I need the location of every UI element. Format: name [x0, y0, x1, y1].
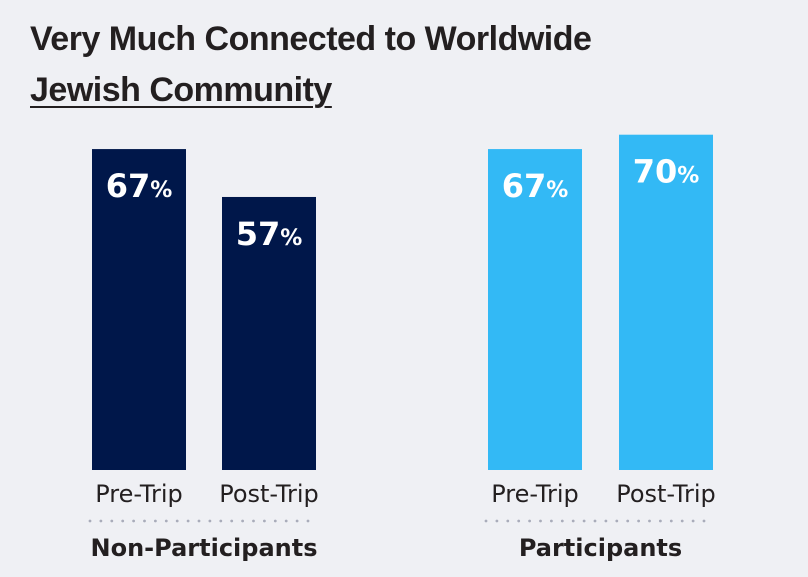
divider-dot: [263, 519, 266, 523]
bar-participants-pre-trip: [488, 149, 582, 470]
x-tick-label: Post-Trip: [616, 480, 716, 508]
divider-dot: [219, 519, 223, 523]
divider-dot: [186, 519, 190, 523]
divider-dot: [175, 519, 179, 523]
divider-dot: [241, 519, 245, 523]
bar-participants-post-trip: [619, 134, 713, 470]
divider-dot: [110, 519, 114, 523]
divider-dot: [528, 519, 531, 523]
divider-dot: [121, 519, 125, 523]
bar-non-participants-pre-trip: [92, 149, 186, 470]
divider-dot: [571, 519, 575, 523]
divider-dot: [691, 519, 695, 523]
group-label: Participants: [519, 534, 682, 562]
divider-dot: [306, 519, 310, 523]
divider-dot: [615, 519, 619, 523]
x-tick-label: Pre-Trip: [491, 480, 579, 508]
divider-dot: [495, 519, 499, 523]
divider-dot: [132, 519, 136, 523]
divider-dot: [88, 519, 92, 523]
divider-dot: [143, 519, 146, 523]
divider-dot: [506, 519, 510, 523]
divider-dot: [680, 519, 684, 523]
x-tick-label: Pre-Trip: [95, 480, 183, 508]
divider-dot: [604, 519, 608, 523]
divider-dot: [593, 519, 597, 523]
x-tick-label: Post-Trip: [219, 480, 319, 508]
divider-dot: [273, 519, 277, 523]
divider-dot: [484, 519, 488, 523]
chart-title: Very Much Connected to Worldwide Jewish …: [30, 14, 592, 116]
divider-dot: [295, 519, 299, 523]
divider-dot: [669, 519, 673, 523]
divider-dot: [197, 519, 201, 523]
divider-dot: [539, 519, 542, 523]
chart-title-line: Very Much Connected to Worldwide: [30, 20, 592, 58]
divider-dot: [659, 519, 662, 523]
data-label: 57%: [236, 215, 303, 253]
divider-dot: [230, 519, 234, 523]
divider-dot: [626, 519, 630, 523]
chart-title-link[interactable]: Jewish Community: [30, 71, 332, 109]
divider-dot: [702, 519, 706, 523]
divider-dot: [252, 519, 255, 523]
group-label: Non-Participants: [91, 534, 318, 562]
divider-dot: [648, 519, 651, 523]
divider-dot: [284, 519, 288, 523]
divider-dot: [550, 519, 553, 523]
divider-dot: [164, 519, 168, 523]
bar-non-participants-post-trip: [222, 196, 316, 470]
divider-dot: [560, 519, 564, 523]
divider-dot: [517, 519, 521, 523]
data-label: 70%: [633, 153, 700, 191]
data-label: 67%: [106, 167, 173, 205]
divider-dot: [582, 519, 586, 523]
data-label: 67%: [502, 167, 569, 205]
divider-dot: [154, 519, 157, 523]
divider-dot: [99, 519, 103, 523]
divider-dot: [637, 519, 640, 523]
divider-dot: [208, 519, 212, 523]
